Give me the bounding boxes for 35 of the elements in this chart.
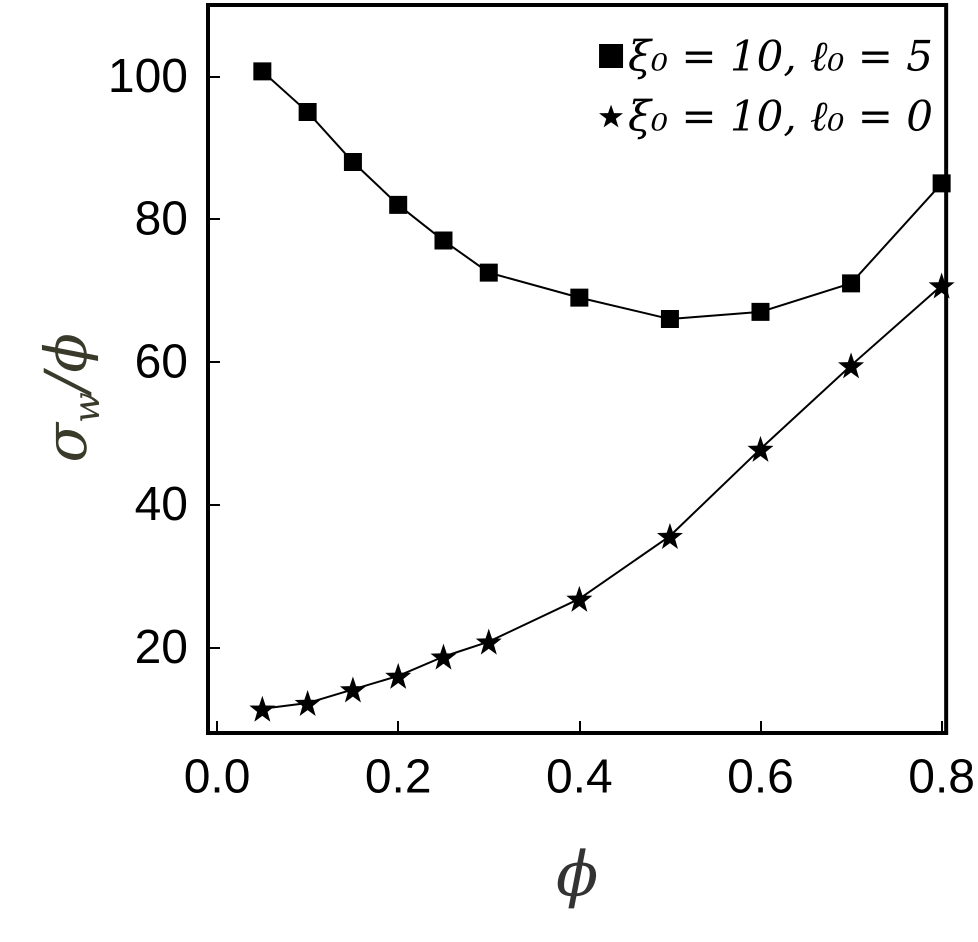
x-tick-label: 0.4 [546,750,613,804]
legend-label: ξ₀ = 10, ℓ₀ = 5 [628,32,933,80]
point [660,310,679,328]
point [249,696,276,722]
point [389,196,408,214]
point [928,272,955,298]
x-axis-title: ϕ [556,838,598,910]
point [430,644,456,670]
x-tick-label: 0.0 [184,750,250,804]
point [253,62,272,80]
x-tick-label: 0.8 [908,750,976,804]
point [434,232,452,250]
y-tick-label: 20 [134,620,188,674]
point [747,436,774,462]
point [751,302,770,321]
point [385,662,412,689]
y-tick-label: 40 [134,478,188,532]
point [476,628,502,655]
y-tick-label: 80 [134,192,188,246]
point [838,352,864,378]
point [656,523,683,550]
x-tick-label: 0.6 [727,750,794,804]
point [566,586,592,612]
point [842,274,860,292]
point [570,288,588,307]
point [480,264,498,282]
x-tick-label: 0.2 [364,750,432,804]
point [298,103,317,122]
point [344,153,362,172]
point [340,676,366,702]
y-tick-label: 60 [134,335,188,388]
point [294,690,321,716]
point [932,174,951,192]
y-tick-label: 100 [108,50,188,103]
legend-label: ξ₀ = 10, ℓ₀ = 0 [628,92,933,140]
